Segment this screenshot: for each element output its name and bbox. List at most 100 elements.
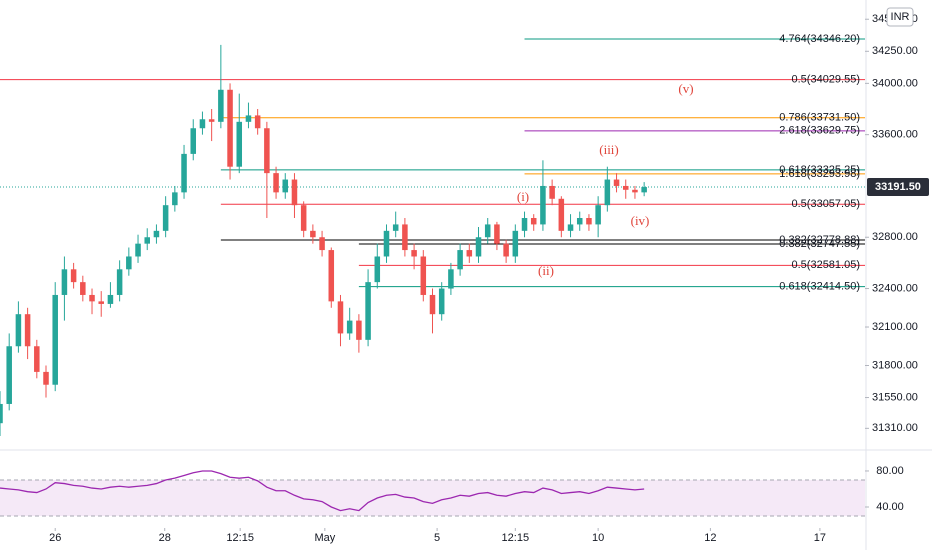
- candle-body: [613, 179, 620, 186]
- candle-body: [586, 218, 592, 225]
- candle-body: [622, 185, 629, 190]
- x-tick-label: 26: [49, 532, 61, 544]
- y-tick-label: 34000.00: [872, 77, 918, 89]
- candle-body: [484, 224, 491, 238]
- candle-body: [503, 243, 509, 257]
- y-tick-label: 31550.00: [872, 391, 918, 403]
- wave-label: (v): [678, 81, 693, 96]
- fib-label: 4.764(34346.20): [779, 33, 860, 45]
- fib-label: 0.382(32778.88): [779, 234, 860, 246]
- candle-body: [24, 314, 31, 347]
- candle-body: [300, 205, 307, 231]
- candle-body: [218, 89, 224, 122]
- candle-body: [282, 179, 289, 193]
- candle-body: [310, 230, 316, 238]
- candle-body: [98, 301, 104, 304]
- candle-body: [116, 269, 123, 295]
- fib-label: 1.618(33293.98): [779, 168, 860, 180]
- last-price-box: [867, 178, 929, 197]
- candle-body: [595, 205, 601, 225]
- currency-box: [886, 7, 914, 27]
- candle-body: [356, 320, 362, 340]
- candle-body: [190, 128, 197, 154]
- candle-body: [199, 119, 206, 129]
- candle-body: [43, 371, 49, 385]
- candle-body: [604, 179, 611, 206]
- fib-label: 0.618(32414.50): [779, 281, 860, 293]
- y-tick-label: 31310.00: [872, 422, 918, 434]
- candle-body: [34, 346, 40, 372]
- candle-body: [632, 189, 638, 193]
- candle-body: [549, 185, 555, 199]
- x-tick-label: May: [314, 532, 335, 544]
- fib-label: 0.5(32581.05): [792, 259, 861, 271]
- candle-body: [383, 230, 390, 257]
- candle-body: [466, 250, 473, 257]
- candle-body: [227, 89, 233, 167]
- y-tick-label: 32800.00: [872, 231, 918, 243]
- last-price-label: 33191.50: [875, 181, 921, 193]
- y-tick-label: 34250.00: [872, 45, 918, 57]
- wave-label: (iii): [599, 142, 619, 157]
- candle-body: [80, 282, 86, 295]
- y-tick-label: 31800.00: [872, 359, 918, 371]
- x-tick-label: 12:15: [502, 532, 530, 544]
- candle-body: [135, 243, 141, 257]
- candle-body: [52, 294, 58, 385]
- candle-body: [540, 185, 546, 225]
- y-tick-label: 40.00: [876, 501, 904, 513]
- candle-body: [254, 115, 261, 129]
- rsi-band: [0, 479, 865, 516]
- candle-body: [70, 269, 77, 283]
- candle-body: [512, 230, 519, 257]
- y-tick-label: 32400.00: [872, 282, 918, 294]
- candle-body: [576, 218, 583, 225]
- candle-body: [181, 153, 187, 193]
- candle-body: [494, 224, 500, 244]
- currency-label: INR: [891, 11, 910, 23]
- x-tick-label: 12: [704, 532, 716, 544]
- candle-body: [567, 224, 574, 231]
- candle-body: [89, 294, 95, 302]
- fib-label: 0.618(33325.25): [779, 164, 860, 176]
- wave-label: (i): [517, 189, 529, 204]
- rsi-line: [0, 470, 645, 512]
- candle-body: [208, 119, 215, 122]
- y-tick-label: 32100.00: [872, 321, 918, 333]
- x-tick-label: 17: [814, 532, 826, 544]
- fib-label: 0.382(32747.55): [779, 238, 860, 250]
- candle-body: [6, 346, 12, 404]
- candle-body: [346, 320, 353, 334]
- candle-body: [162, 205, 169, 231]
- candle-body: [245, 115, 252, 122]
- x-tick-label: 5: [434, 532, 440, 544]
- candle-body: [107, 294, 114, 304]
- y-tick-label: 33600.00: [872, 129, 918, 141]
- candle-body: [475, 237, 482, 257]
- fib-label: 2.618(33629.75): [779, 125, 860, 137]
- candle-body: [521, 218, 528, 231]
- candle-body: [438, 288, 445, 315]
- candle-body: [365, 282, 371, 340]
- fib-label: 0.5(33057.05): [792, 198, 861, 210]
- candle-body: [291, 179, 298, 206]
- candle-body: [402, 224, 408, 251]
- candle-body: [236, 121, 243, 167]
- candle-body: [429, 294, 436, 315]
- candle-body: [392, 224, 399, 231]
- candle-body: [319, 237, 325, 251]
- candle-body: [328, 250, 335, 302]
- x-tick-label: 28: [159, 532, 171, 544]
- candle-body: [448, 269, 454, 289]
- candle-body: [337, 301, 344, 334]
- wave-label: (ii): [538, 263, 554, 278]
- candle-body: [0, 403, 3, 424]
- candle-body: [126, 256, 132, 270]
- candle-body: [457, 250, 463, 270]
- candle-body: [153, 230, 160, 238]
- candle-body: [374, 256, 381, 283]
- candle-body: [273, 173, 279, 193]
- x-tick-label: 12:15: [226, 532, 254, 544]
